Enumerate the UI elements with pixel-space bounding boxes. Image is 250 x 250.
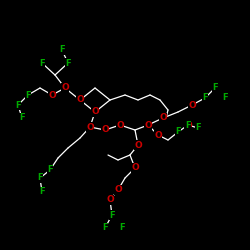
- Text: O: O: [184, 120, 192, 130]
- Text: F: F: [212, 84, 218, 92]
- Text: O: O: [101, 126, 109, 134]
- Text: F: F: [15, 100, 21, 110]
- Text: F: F: [195, 124, 201, 132]
- Text: F: F: [65, 58, 71, 68]
- Text: F: F: [37, 174, 43, 182]
- Text: O: O: [106, 196, 114, 204]
- Text: O: O: [116, 120, 124, 130]
- Text: F: F: [119, 224, 125, 232]
- Text: F: F: [109, 210, 115, 220]
- Text: F: F: [202, 94, 208, 102]
- Text: F: F: [39, 58, 45, 68]
- Text: F: F: [19, 114, 25, 122]
- Text: O: O: [48, 90, 56, 100]
- Text: O: O: [188, 100, 196, 110]
- Text: O: O: [154, 130, 162, 140]
- Text: F: F: [102, 224, 108, 232]
- Text: O: O: [76, 96, 84, 104]
- Text: F: F: [39, 188, 45, 196]
- Text: O: O: [131, 164, 139, 172]
- Text: F: F: [222, 94, 228, 102]
- Text: O: O: [91, 108, 99, 116]
- Text: O: O: [61, 84, 69, 92]
- Text: O: O: [114, 186, 122, 194]
- Text: O: O: [144, 120, 152, 130]
- Text: F: F: [175, 128, 181, 136]
- Text: O: O: [134, 140, 142, 149]
- Text: F: F: [59, 46, 65, 54]
- Text: O: O: [86, 122, 94, 132]
- Text: O: O: [159, 114, 167, 122]
- Text: F: F: [25, 90, 31, 100]
- Text: F: F: [185, 120, 191, 130]
- Text: F: F: [47, 166, 53, 174]
